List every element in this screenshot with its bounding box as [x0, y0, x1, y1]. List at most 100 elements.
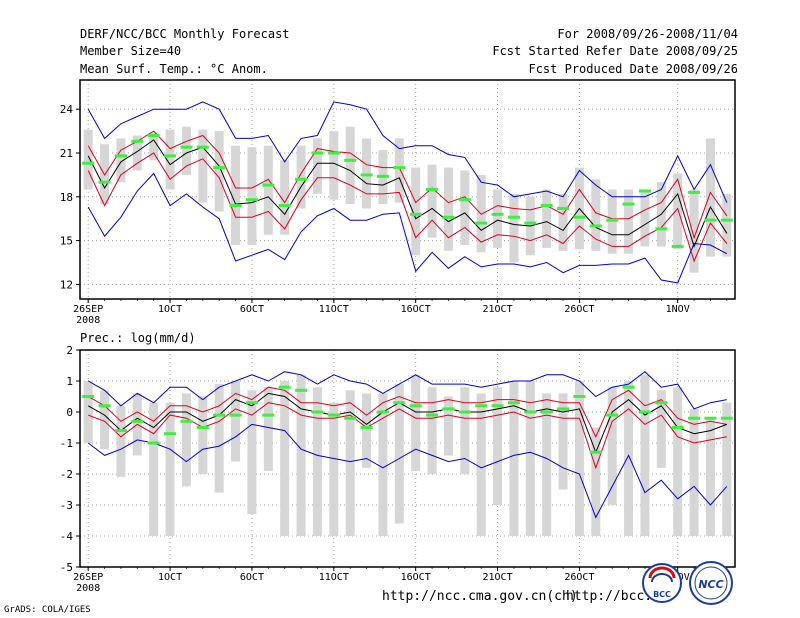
range-box	[329, 131, 339, 200]
max-line	[87, 371, 727, 410]
median-marker	[164, 432, 177, 436]
x-tick-label: 11OCT	[319, 572, 349, 583]
median-marker	[720, 218, 733, 222]
upper-spread-line	[87, 386, 727, 438]
median-marker	[491, 404, 504, 408]
x-tick-label: 26OCT	[564, 572, 594, 583]
median-marker	[507, 215, 520, 219]
y-tick-label: -2	[60, 468, 73, 481]
range-box	[263, 387, 273, 471]
median-marker	[655, 227, 668, 231]
y-tick-label: -1	[60, 437, 73, 450]
min-line	[87, 423, 728, 519]
range-box	[722, 402, 732, 536]
median-marker	[196, 426, 209, 429]
median-marker	[426, 188, 439, 191]
median-marker	[295, 177, 308, 181]
range-box	[296, 145, 306, 209]
median-marker	[606, 218, 619, 222]
range-box	[165, 402, 175, 536]
range-box	[263, 145, 273, 235]
y-tick-label: 12	[60, 278, 73, 291]
range-box	[280, 160, 290, 235]
median-marker	[557, 206, 570, 210]
median-marker	[426, 413, 439, 417]
min-line	[87, 172, 728, 284]
x-tick-label: 16OCT	[401, 572, 431, 583]
median-marker	[360, 426, 373, 429]
median-marker	[458, 410, 471, 414]
range-box	[705, 138, 715, 257]
median-marker	[557, 407, 570, 411]
median-marker	[131, 419, 144, 423]
range-box	[558, 393, 568, 490]
range-box	[198, 396, 208, 474]
y-tick-label: 21	[60, 147, 73, 160]
range-box	[132, 135, 142, 171]
range-box	[525, 381, 535, 536]
range-box	[312, 387, 322, 536]
range-box	[493, 189, 503, 248]
x-tick-label: 21OCT	[483, 572, 513, 583]
range-box	[542, 189, 552, 248]
range-box	[427, 164, 437, 238]
median-marker	[147, 133, 160, 137]
median-marker	[262, 183, 275, 187]
median-marker	[491, 212, 504, 216]
range-box	[312, 138, 322, 194]
range-box	[558, 193, 568, 251]
range-box	[83, 129, 93, 190]
y-tick-label: 2	[66, 344, 73, 357]
median-marker	[311, 410, 324, 414]
range-box	[591, 179, 601, 251]
range-box	[656, 390, 666, 468]
median-marker	[524, 410, 537, 414]
median-marker	[147, 441, 160, 445]
range-box	[411, 167, 421, 256]
range-box	[624, 381, 634, 536]
x-tick-label: 1OCT	[158, 304, 182, 315]
range-box	[673, 173, 683, 250]
url-ncc-link[interactable]: http://ncc.cma.gov.cn(ch)	[382, 589, 578, 604]
median-marker	[540, 204, 553, 208]
x-tick-label: 26SEP	[73, 572, 103, 583]
forecast-period: For 2008/09/26-2008/11/04	[557, 27, 738, 41]
produced-date: Fcst Produced Date 2008/09/26	[528, 62, 738, 76]
range-box	[214, 384, 224, 493]
bcc-logo-text: BCC	[653, 590, 671, 599]
range-box	[247, 390, 257, 515]
median-marker	[213, 413, 226, 417]
median-marker	[114, 154, 127, 158]
variable-label: Mean Surf. Temp.: °C Anom.	[80, 62, 268, 76]
median-marker	[376, 410, 389, 414]
y-tick-label: 18	[60, 191, 73, 204]
median-marker	[475, 221, 488, 225]
range-box	[394, 384, 404, 524]
range-box	[345, 126, 355, 205]
precip-title: Prec.: log(mm/d)	[80, 331, 196, 345]
range-box	[165, 129, 175, 190]
range-box	[689, 189, 699, 273]
range-box	[149, 132, 159, 161]
median-marker	[98, 404, 111, 408]
range-box	[689, 408, 699, 536]
median-marker	[229, 204, 242, 208]
median-marker	[688, 190, 701, 194]
median-marker	[622, 385, 635, 389]
url-bcc-link[interactable]: http://bcc.c	[566, 589, 660, 604]
grads-credit: GrADS: COLA/IGES	[4, 605, 91, 615]
median-marker	[164, 154, 177, 158]
median-marker	[295, 388, 308, 392]
range-box	[296, 374, 306, 536]
x-tick-label: 6OCT	[240, 572, 264, 583]
range-box	[460, 170, 470, 245]
range-box	[624, 189, 634, 254]
ensemble-mean-line	[87, 139, 728, 248]
median-marker	[524, 221, 537, 225]
ncc-logo: NCC	[689, 561, 733, 605]
range-box	[574, 381, 584, 536]
median-marker	[98, 180, 111, 184]
range-box	[722, 193, 732, 257]
